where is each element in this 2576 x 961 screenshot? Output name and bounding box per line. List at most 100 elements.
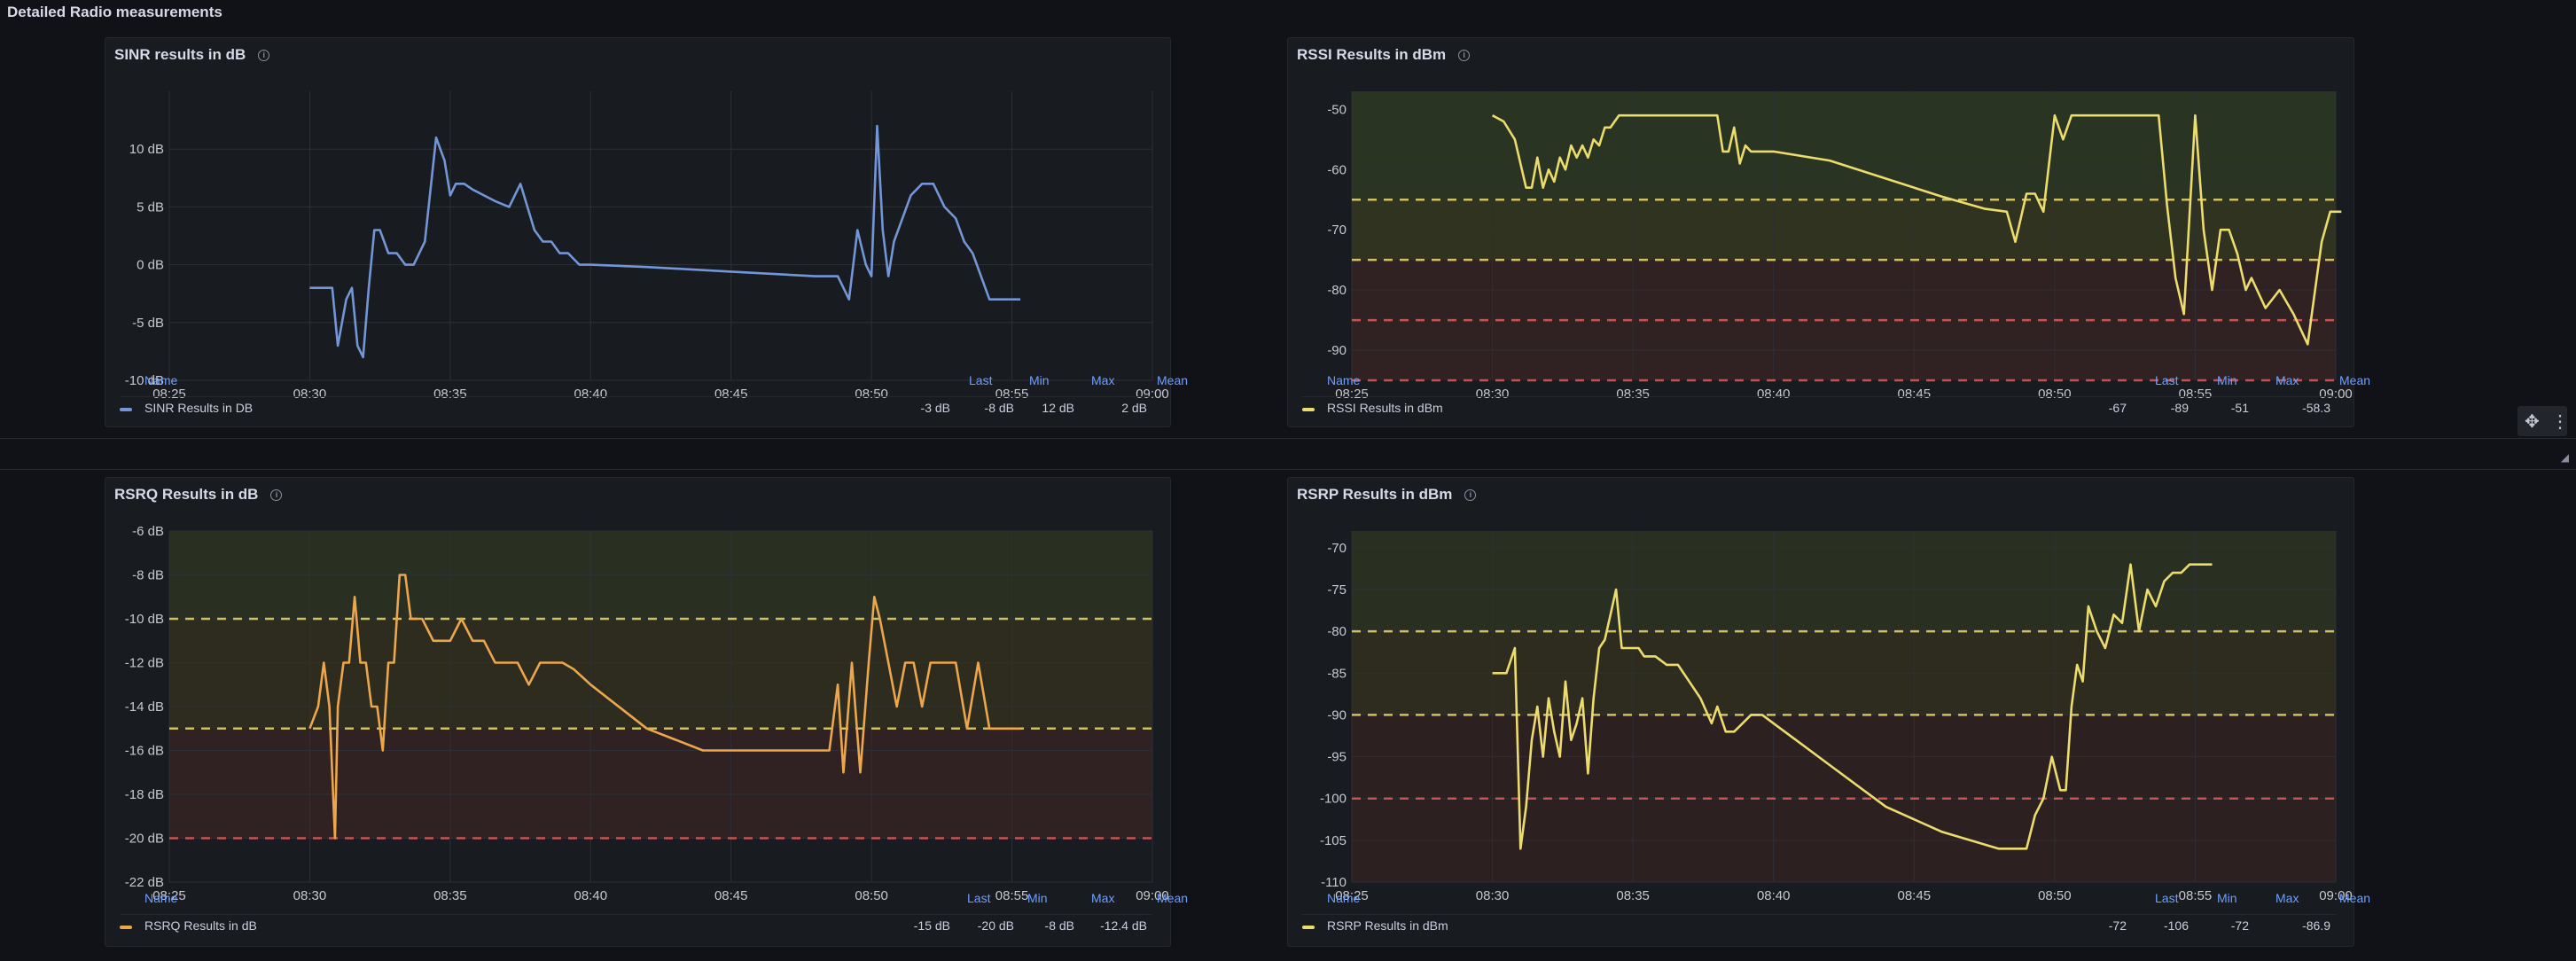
- y-tick-label: -110: [1321, 875, 1347, 890]
- y-tick-label: -10 dB: [125, 612, 164, 627]
- x-tick-label: 09:00: [1136, 387, 1169, 402]
- panel-rsrp: RSRP Results in dBm i 08:25 08:30 08:35 08:4…: [1287, 477, 2370, 947]
- x-tick-label: 08:55: [2179, 888, 2213, 903]
- panel-title[interactable]: RSRP Results in dBm i: [1297, 486, 1477, 504]
- legend-series-name[interactable]: RSSI Results in dBm: [1327, 401, 1443, 415]
- y-tick-label: -100: [1320, 792, 1347, 807]
- legend-row[interactable]: RSSI Results in dBm -67 -89 -51 -58.3: [1302, 396, 2336, 417]
- legend-series-name[interactable]: RSRQ Results in dB: [144, 918, 257, 933]
- y-tick-label: -8 dB: [132, 568, 164, 583]
- legend-header-min[interactable]: Min: [2217, 373, 2237, 387]
- legend-header-mean[interactable]: Mean: [2339, 891, 2371, 905]
- legend-header-mean[interactable]: Mean: [1157, 891, 1189, 905]
- info-icon[interactable]: i: [270, 489, 283, 501]
- legend-header-last[interactable]: Last: [969, 373, 993, 387]
- info-icon[interactable]: i: [1458, 50, 1471, 61]
- legend-header-max[interactable]: Max: [1091, 891, 1115, 905]
- panel-title[interactable]: RSRQ Results in dB i: [114, 486, 283, 504]
- y-tick-label: -12 dB: [125, 656, 164, 671]
- y-tick-label: -70: [1327, 223, 1347, 238]
- legend-max: -8 dB: [1044, 918, 1074, 933]
- x-tick-label: 08:45: [714, 387, 748, 402]
- x-tick-label: 09:00: [2319, 387, 2353, 402]
- row-divider: ◢: [0, 438, 2576, 470]
- legend-row[interactable]: RSRP Results in dBm -72 -106 -72 -86.9: [1302, 914, 2336, 934]
- legend-header-max[interactable]: Max: [2275, 373, 2299, 387]
- move-icon[interactable]: ✥: [2525, 412, 2540, 432]
- legend-header-max[interactable]: Max: [2275, 891, 2299, 905]
- x-tick-label: 08:30: [293, 888, 327, 903]
- x-tick-label: 08:40: [574, 387, 608, 402]
- y-tick-label: -60: [1327, 162, 1347, 177]
- x-tick-label: 08:30: [1476, 387, 1510, 402]
- legend-header-mean[interactable]: Mean: [1157, 373, 1189, 387]
- legend-header-mean[interactable]: Mean: [2339, 373, 2371, 387]
- legend-min: -89: [2170, 401, 2189, 415]
- legend-row[interactable]: SINR Results in DB -3 dB -8 dB 12 dB 2 d…: [120, 396, 1152, 417]
- legend-mean: -86.9: [2302, 918, 2330, 933]
- section-title[interactable]: Detailed Radio measurements: [7, 4, 222, 20]
- y-tick-label: -14 dB: [125, 699, 164, 715]
- legend-mean: -12.4 dB: [1100, 918, 1147, 933]
- y-tick-label: -16 dB: [125, 744, 164, 759]
- legend-header-name[interactable]: Name: [144, 373, 178, 387]
- series-line: [308, 574, 1021, 840]
- series-line: [1491, 113, 2342, 346]
- y-tick-label: 10 dB: [129, 142, 164, 157]
- y-tick-label: -90: [1327, 343, 1347, 358]
- x-tick-label: 08:35: [1616, 387, 1650, 402]
- info-icon[interactable]: i: [258, 50, 270, 61]
- legend-header-name[interactable]: Name: [144, 891, 178, 905]
- legend-min: -106: [2163, 918, 2189, 933]
- legend-last: -72: [2108, 918, 2127, 933]
- panel-title[interactable]: SINR results in dB i: [114, 46, 270, 64]
- x-tick-label: 08:55: [2179, 387, 2213, 402]
- y-tick-label: -6 dB: [132, 524, 164, 539]
- legend-header-last[interactable]: Last: [967, 891, 991, 905]
- x-tick-label: 08:35: [433, 888, 467, 903]
- legend-swatch: [1302, 926, 1315, 929]
- legend-header-name[interactable]: Name: [1327, 891, 1361, 905]
- panel-title[interactable]: RSSI Results in dBm i: [1297, 46, 1471, 64]
- legend-header-min[interactable]: Min: [2217, 891, 2237, 905]
- y-tick-label: -50: [1327, 102, 1347, 117]
- legend-header-min[interactable]: Min: [1027, 891, 1048, 905]
- series-line: [309, 124, 1021, 359]
- legend-max: -51: [2230, 401, 2249, 415]
- y-tick-label: -18 dB: [125, 787, 164, 802]
- x-tick-label: 08:50: [2038, 387, 2072, 402]
- legend-header-max[interactable]: Max: [1091, 373, 1115, 387]
- threshold-band: [169, 728, 1152, 839]
- chart-sinr: 08:25 08:30 08:35 08:40 08:45 08:50 08:55 09:00…: [125, 91, 1169, 402]
- x-tick-label: 08:50: [2038, 888, 2072, 903]
- legend-series-name[interactable]: SINR Results in DB: [144, 401, 254, 415]
- legend-header-last[interactable]: Last: [2155, 373, 2179, 387]
- legend-header-last[interactable]: Last: [2155, 891, 2179, 905]
- y-tick-label: -20 dB: [125, 832, 164, 847]
- info-icon[interactable]: i: [1464, 489, 1477, 501]
- y-tick-label: -75: [1327, 582, 1347, 598]
- panel-rsrq: RSRQ Results in dB i 08:25 08:30 08:35 08:40…: [105, 477, 1188, 947]
- x-tick-label: 08:50: [855, 387, 888, 402]
- legend-header-min[interactable]: Min: [1029, 373, 1050, 387]
- x-tick-label: 09:00: [1136, 888, 1169, 903]
- x-tick-label: 08:45: [1898, 387, 1932, 402]
- panel-rssi: RSSI Results in dBm i 08:25 08:30 08:35 08:4…: [1287, 37, 2370, 427]
- x-tick-label: 08:25: [152, 888, 186, 903]
- y-tick-label: 5 dB: [137, 199, 164, 215]
- kebab-menu-icon[interactable]: ⋮: [2551, 412, 2569, 432]
- x-tick-label: 08:45: [714, 888, 748, 903]
- resize-handle-icon[interactable]: ◢: [2560, 451, 2569, 464]
- x-tick-label: 08:30: [1476, 888, 1510, 903]
- y-tick-label: -10 dB: [125, 373, 164, 388]
- panel-sinr: SINR results in dB i 08:25 08:30 08:35 08:40…: [105, 37, 1188, 427]
- legend-header-name[interactable]: Name: [1327, 373, 1361, 387]
- y-tick-label: -90: [1327, 707, 1347, 723]
- legend-min: -20 dB: [977, 918, 1014, 933]
- x-tick-label: 08:40: [1757, 387, 1791, 402]
- legend-series-name[interactable]: RSRP Results in dBm: [1327, 918, 1448, 933]
- legend-row[interactable]: RSRQ Results in dB -15 dB -20 dB -8 dB -…: [120, 914, 1152, 934]
- legend-max: 12 dB: [1042, 401, 1074, 415]
- chart-rsrq: 08:25 08:30 08:35 08:40 08:45 08:50 08:55 09:00…: [125, 524, 1169, 903]
- legend-mean: -58.3: [2302, 401, 2330, 415]
